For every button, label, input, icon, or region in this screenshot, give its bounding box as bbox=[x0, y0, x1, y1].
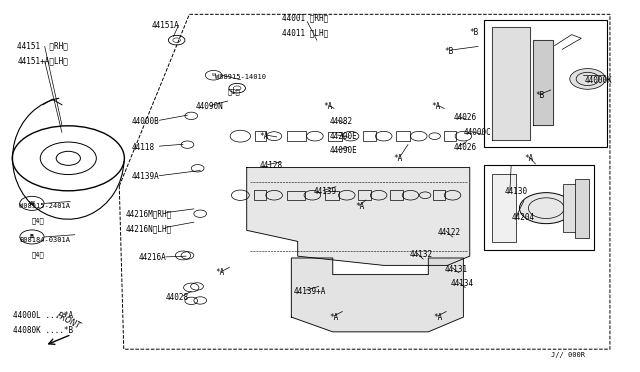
Text: 44132: 44132 bbox=[409, 250, 433, 259]
Bar bbox=[563, 184, 585, 232]
Bar bbox=[287, 191, 305, 200]
Text: 44001 〈RH〉: 44001 〈RH〉 bbox=[282, 13, 328, 22]
Text: 44216M〈RH〉: 44216M〈RH〉 bbox=[125, 209, 172, 218]
Text: *A: *A bbox=[323, 102, 332, 111]
Text: 44151  〈RH〉: 44151 〈RH〉 bbox=[17, 41, 68, 50]
Polygon shape bbox=[291, 258, 463, 332]
Bar bbox=[253, 190, 266, 200]
Text: 44026: 44026 bbox=[454, 143, 477, 152]
Text: 44151+A〈LH〉: 44151+A〈LH〉 bbox=[17, 56, 68, 65]
Text: 44011 〈LH〉: 44011 〈LH〉 bbox=[282, 28, 328, 37]
Text: 44000C: 44000C bbox=[463, 128, 491, 137]
Bar bbox=[287, 131, 306, 141]
Bar bbox=[433, 190, 445, 200]
Text: 44080K ....*B: 44080K ....*B bbox=[13, 326, 73, 335]
Text: 44000L ....*A: 44000L ....*A bbox=[13, 311, 73, 320]
Text: *B: *B bbox=[444, 47, 454, 56]
Bar bbox=[358, 190, 371, 200]
Text: 44128: 44128 bbox=[259, 161, 283, 170]
Text: 44204: 44204 bbox=[511, 213, 534, 222]
Text: 44000B: 44000B bbox=[132, 117, 160, 126]
Text: *A: *A bbox=[330, 312, 339, 321]
Text: 44122: 44122 bbox=[438, 228, 461, 237]
Text: 44028: 44028 bbox=[166, 293, 189, 302]
Bar bbox=[484, 165, 594, 250]
Text: 44139: 44139 bbox=[314, 187, 337, 196]
Text: *B: *B bbox=[470, 28, 479, 37]
Text: 44130: 44130 bbox=[505, 187, 528, 196]
Bar bbox=[325, 191, 339, 200]
Text: J// 000R: J// 000R bbox=[550, 352, 585, 358]
Text: *A: *A bbox=[259, 132, 269, 141]
Text: 44134: 44134 bbox=[451, 279, 474, 288]
Text: 44131: 44131 bbox=[444, 264, 467, 273]
Text: 44139+A: 44139+A bbox=[293, 287, 326, 296]
Text: *B: *B bbox=[536, 91, 545, 100]
Text: 44216A: 44216A bbox=[138, 253, 166, 263]
Text: 44000K: 44000K bbox=[584, 76, 612, 85]
Text: W: W bbox=[212, 73, 216, 77]
Text: W08915-2401A: W08915-2401A bbox=[19, 203, 70, 209]
Text: 44026: 44026 bbox=[454, 113, 477, 122]
Text: B08184-0301A: B08184-0301A bbox=[19, 237, 70, 243]
Polygon shape bbox=[246, 167, 470, 265]
Text: 44090E: 44090E bbox=[330, 147, 357, 155]
Bar bbox=[444, 131, 456, 141]
Text: 44090N: 44090N bbox=[196, 102, 223, 111]
Text: *A: *A bbox=[433, 312, 443, 321]
Bar bbox=[484, 20, 607, 147]
Text: W: W bbox=[29, 201, 35, 206]
Bar bbox=[396, 131, 410, 141]
Text: 44200E: 44200E bbox=[330, 132, 357, 141]
Text: *A: *A bbox=[355, 202, 364, 211]
Text: 、4。: 、4。 bbox=[32, 251, 45, 258]
Text: 44216N〈LH〉: 44216N〈LH〉 bbox=[125, 224, 172, 233]
Bar bbox=[255, 131, 266, 141]
Text: *A: *A bbox=[215, 268, 224, 277]
Bar bbox=[390, 190, 403, 200]
Bar bbox=[492, 174, 516, 242]
Polygon shape bbox=[492, 27, 531, 140]
Text: B: B bbox=[30, 234, 34, 240]
Text: W08915-14010: W08915-14010 bbox=[215, 74, 266, 80]
Text: 、1。: 、1。 bbox=[228, 89, 241, 95]
Circle shape bbox=[520, 193, 573, 224]
Text: FRONT: FRONT bbox=[54, 311, 82, 331]
Bar bbox=[328, 132, 342, 141]
Text: 44151A: 44151A bbox=[151, 21, 179, 30]
Bar bbox=[364, 131, 376, 141]
Text: *A: *A bbox=[394, 154, 403, 163]
Bar bbox=[575, 179, 589, 238]
Text: 、4。: 、4。 bbox=[32, 218, 45, 224]
Text: 44082: 44082 bbox=[330, 117, 353, 126]
Circle shape bbox=[570, 68, 605, 89]
Polygon shape bbox=[534, 40, 552, 125]
Text: *A: *A bbox=[524, 154, 533, 163]
Text: 44118: 44118 bbox=[132, 143, 155, 152]
Text: *A: *A bbox=[431, 102, 441, 111]
Text: 44139A: 44139A bbox=[132, 172, 160, 181]
